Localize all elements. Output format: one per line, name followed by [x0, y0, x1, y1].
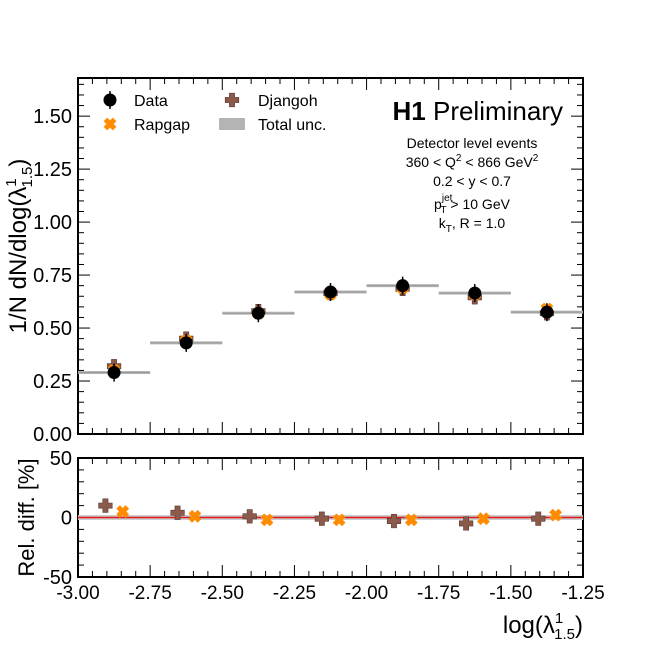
x-tick-label: -1.75 — [417, 583, 460, 604]
pt-sup-jet: jet — [441, 193, 453, 204]
x-tick-label: -2.25 — [273, 583, 316, 604]
ratio-y-axis-label: Rel. diff. [%] — [14, 458, 39, 576]
ratio-rapgap-point — [549, 508, 562, 522]
x-tick-label: -1.50 — [489, 583, 532, 604]
y-tick-label: 1.00 — [33, 212, 72, 234]
ratio-rapgap-point — [477, 512, 490, 526]
x-tick-label: -3.00 — [56, 583, 99, 604]
ratio-rapgap-point — [188, 509, 202, 523]
ratio-djangoh-point — [170, 505, 185, 520]
plot-title: H1 Preliminary — [393, 96, 564, 126]
ratio-rapgap-point — [404, 513, 418, 527]
y-tick-label: 0.75 — [33, 265, 72, 287]
ratio-y-tick-label: 50 — [50, 448, 72, 470]
legend-data-label: Data — [134, 93, 168, 110]
x-tick-label: -2.75 — [128, 583, 171, 604]
pt-rest: > 10 GeV — [447, 196, 511, 212]
ratio-djangoh-point — [459, 516, 474, 531]
q2-sup: 2 — [456, 153, 462, 164]
y-tick-label: 0.50 — [33, 318, 72, 340]
ratio-y-tick-label: -50 — [43, 567, 72, 589]
x-tick-label: -2.00 — [345, 583, 388, 604]
y-axis-label-close: ) — [5, 159, 32, 167]
y-axis-label: 1/N dN/dlog(λ11.5) — [3, 159, 36, 334]
ratio-rapgap-point — [260, 513, 274, 527]
ratio-djangoh-point — [98, 498, 113, 513]
q2-unit-sup: 2 — [533, 153, 539, 164]
kt-sub: T — [446, 224, 452, 235]
y-axis-label-sub: 1.5 — [19, 167, 36, 188]
legend-total-unc-label: Total unc. — [258, 117, 326, 134]
title-preliminary: Preliminary — [426, 96, 563, 126]
annotation-pt-cut: pjet T > 10 GeV — [434, 193, 511, 216]
q2-part-b: < 866 GeV — [461, 154, 533, 170]
legend: Data Rapgap Djangoh Total unc. — [103, 91, 326, 134]
main-panel: 0.00 0.25 0.50 0.75 1.00 1.25 1.50 1/N dN/dlog(… — [3, 77, 584, 446]
x-axis-label-sup: 1 — [555, 610, 563, 627]
y-tick-label: 1.50 — [33, 106, 72, 128]
pt-sub-t: T — [440, 205, 446, 216]
ratio-y-tick-label: 0 — [61, 508, 72, 530]
legend-djangoh-marker — [224, 92, 240, 108]
ratio-rapgap-point — [116, 505, 130, 518]
legend-total-unc-swatch — [219, 118, 245, 130]
q2-part-a: 360 < Q — [406, 154, 456, 170]
kt-k: k — [439, 215, 447, 231]
ratio-djangoh-point — [242, 509, 257, 524]
y-tick-label: 0.25 — [33, 371, 72, 393]
ratio-rapgap-point — [332, 513, 346, 527]
x-axis-label-sub: 1.5 — [554, 626, 575, 643]
annotation-detector-level: Detector level events — [407, 135, 538, 151]
ratio-panel: -50 0 50 -3.00 -2.75 -2.50 -2.25 -2.00 -1.75 -1.5… — [14, 448, 605, 643]
y-axis-label-base: 1/N dN/dlog(λ — [5, 187, 32, 334]
ratio-djangoh-point — [386, 513, 402, 529]
x-tick-label: -2.50 — [201, 583, 244, 604]
legend-rapgap-label: Rapgap — [134, 117, 190, 134]
title-h1: H1 — [393, 96, 426, 126]
x-axis-label-base: log(λ — [503, 612, 555, 639]
pt-p: p — [434, 196, 442, 212]
x-axis-label-close: ) — [575, 612, 583, 639]
ratio-djangoh-point — [531, 511, 546, 526]
legend-rapgap-marker — [103, 117, 117, 131]
annotation-y-range: 0.2 < y < 0.7 — [433, 173, 511, 189]
x-axis-label: log(λ1 1.5) — [503, 610, 583, 643]
main-frame — [77, 77, 584, 435]
y-axis-label-sup: 1 — [3, 179, 20, 187]
x-tick-label: -1.25 — [561, 583, 604, 604]
kt-rest: , R = 1.0 — [452, 215, 506, 231]
ratio-djangoh-point — [314, 511, 329, 526]
y-tick-label: 0.00 — [33, 424, 72, 446]
legend-djangoh-label: Djangoh — [258, 93, 318, 110]
y-tick-label: 1.25 — [33, 159, 72, 181]
annotation-kt-algo: kT, R = 1.0 — [439, 215, 506, 235]
annotation-q2-range: 360 < Q2 < 866 GeV2 — [406, 153, 539, 170]
